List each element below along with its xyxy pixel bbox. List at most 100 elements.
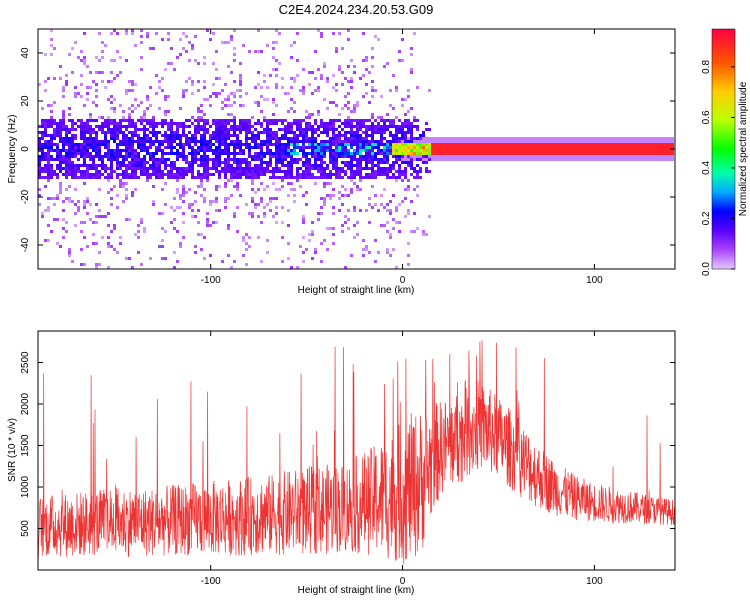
spectrogram-cell [431, 149, 434, 152]
spectrogram-cell [239, 80, 242, 83]
spectrogram-cell [311, 152, 314, 155]
spectrogram-cell [110, 188, 113, 191]
spectrogram-cell [62, 89, 65, 92]
spectrogram-cell [248, 155, 251, 158]
chart-title: C2E4.2024.234.20.53.G09 [279, 2, 434, 17]
spectrogram-cell [74, 86, 77, 89]
spectrogram-cell [242, 125, 245, 128]
spectrogram-cell [296, 32, 299, 35]
spectrogram-cell [338, 131, 341, 134]
spectrogram-cell [608, 137, 611, 140]
spectrogram-cell [194, 152, 197, 155]
spectrogram-cell [245, 167, 248, 170]
spectrogram-cell [644, 152, 647, 155]
spectrogram-cell [329, 137, 332, 140]
spectrogram-cell [389, 209, 392, 212]
spectrogram-cell [56, 122, 59, 125]
spectrogram-cell [626, 140, 629, 143]
spectrogram-cell [653, 158, 656, 161]
spectrogram-cell [395, 134, 398, 137]
spectrogram-cell [314, 146, 317, 149]
spectrogram-cell [50, 146, 53, 149]
spectrogram-cell [143, 161, 146, 164]
spectrogram-cell [470, 143, 473, 146]
spectrogram-cell [350, 170, 353, 173]
spectrogram-cell [425, 158, 428, 161]
spectrogram-cell [497, 149, 500, 152]
spectrogram-cell [302, 194, 305, 197]
spectrogram-cell [140, 143, 143, 146]
spectrogram-cell [533, 149, 536, 152]
spectrogram-cell [179, 53, 182, 56]
spectrogram-cell [302, 173, 305, 176]
spectrogram-cell [113, 155, 116, 158]
spectrogram-cell [371, 122, 374, 125]
spectrogram-cell [395, 179, 398, 182]
spectrogram-cell [356, 149, 359, 152]
spectrogram-cell [227, 131, 230, 134]
spectrogram-cell [341, 107, 344, 110]
spectrogram-cell [65, 83, 68, 86]
spectrogram-cell [140, 149, 143, 152]
spectrogram-cell [347, 167, 350, 170]
spectrogram-cell [68, 137, 71, 140]
spectrogram-cell [161, 188, 164, 191]
spectrogram-cell [329, 128, 332, 131]
spectrogram-cell [191, 155, 194, 158]
spectrogram-cell [359, 134, 362, 137]
spectrogram-cell [167, 134, 170, 137]
spectrogram-cell [71, 170, 74, 173]
spectrogram-cell [260, 155, 263, 158]
spectrogram-cell [314, 152, 317, 155]
spectrogram-cell [245, 173, 248, 176]
spectrogram-cell [182, 143, 185, 146]
spectrogram-cell [365, 173, 368, 176]
spectrogram-cell [173, 227, 176, 230]
spectrogram-cell [335, 149, 338, 152]
colorbar-label: Normalized spectral amplitude [738, 81, 749, 216]
spectrogram-cell [416, 194, 419, 197]
spectrogram-cell [287, 164, 290, 167]
spectrogram-cell [401, 200, 404, 203]
spectrogram-cell [368, 71, 371, 74]
spectrogram-cell [332, 128, 335, 131]
spectrogram-cell [116, 74, 119, 77]
spectrogram-cell [140, 170, 143, 173]
spectrogram-cell [413, 32, 416, 35]
spectrogram-cell [227, 65, 230, 68]
spectrogram-cell [356, 143, 359, 146]
spectrogram-cell [338, 176, 341, 179]
spectrogram-cell [272, 119, 275, 122]
spectrogram-cell [176, 125, 179, 128]
spectrogram-cell [122, 116, 125, 119]
spectrogram-cell [488, 155, 491, 158]
spectrogram-cell [260, 146, 263, 149]
spectrogram-cell [173, 137, 176, 140]
spectrogram-cell [95, 170, 98, 173]
spectrogram-cell [650, 158, 653, 161]
spectrogram-cell [344, 215, 347, 218]
spectrogram-cell [176, 149, 179, 152]
spectrogram-cell [98, 155, 101, 158]
spectrogram-cell [92, 155, 95, 158]
spectrogram-cell [647, 155, 650, 158]
spectrogram-cell [209, 125, 212, 128]
spectrogram-cell [212, 83, 215, 86]
spectrogram-cell [425, 233, 428, 236]
spectrogram-cell [197, 173, 200, 176]
spectrogram-cell [272, 113, 275, 116]
spectrogram-cell [347, 209, 350, 212]
spectrogram-cell [254, 176, 257, 179]
spectrogram-cell [65, 167, 68, 170]
spectrogram-cell [386, 128, 389, 131]
spectrogram-cell [419, 170, 422, 173]
spectrogram-cell [53, 203, 56, 206]
spectrogram-cell [554, 143, 557, 146]
spectrogram-cell [203, 137, 206, 140]
spectrogram-cell [437, 155, 440, 158]
spectrogram-cell [479, 146, 482, 149]
spectrogram-cell [296, 74, 299, 77]
spectrogram-cell [155, 146, 158, 149]
spectrogram-cell [380, 161, 383, 164]
spectrogram-cell [59, 128, 62, 131]
